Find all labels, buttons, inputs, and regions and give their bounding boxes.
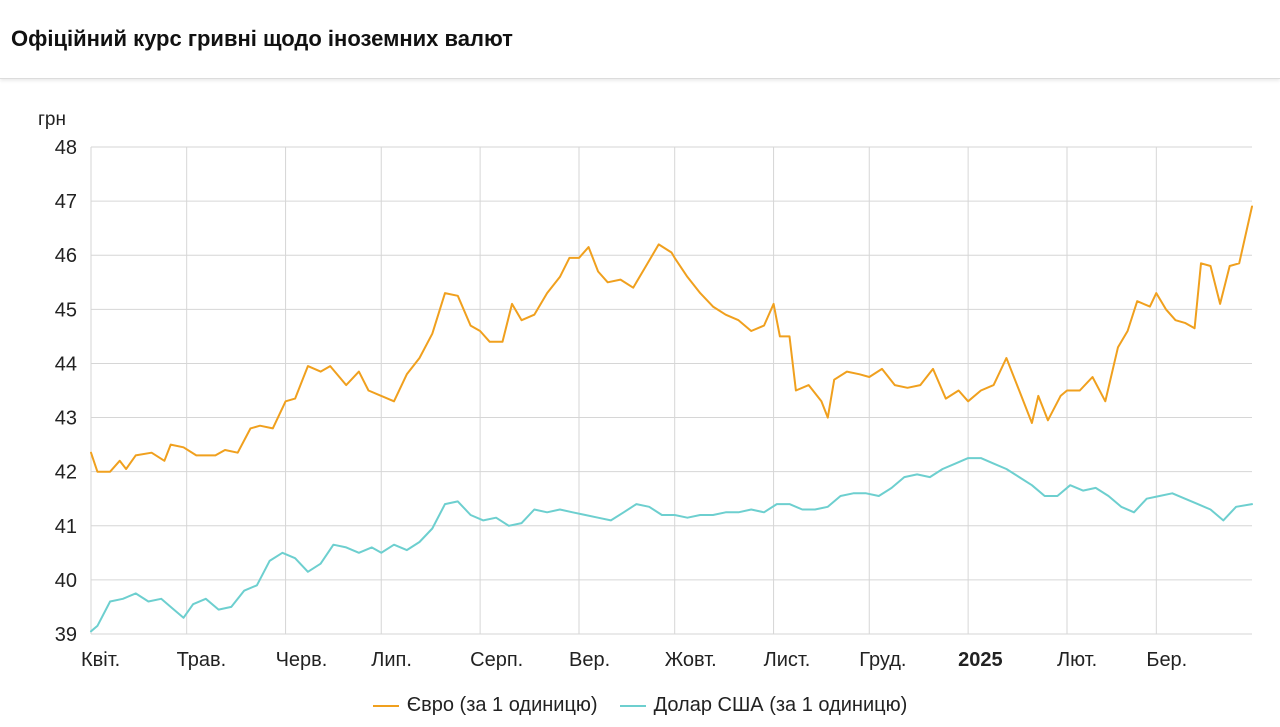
y-tick-label: 44: [55, 353, 77, 375]
series-line-euro: [90, 205, 1253, 473]
header-bar: Офіційний курс гривні щодо іноземних вал…: [0, 0, 1280, 79]
page-title: Офіційний курс гривні щодо іноземних вал…: [11, 26, 513, 51]
series-lines: [90, 205, 1253, 633]
y-tick-label: 43: [55, 408, 77, 430]
y-tick-label: 47: [55, 191, 77, 213]
y-tick-label: 40: [55, 570, 77, 592]
x-tick-label: 2025: [958, 649, 1003, 671]
legend-item-usd[interactable]: Долар США (за 1 одиницю): [619, 694, 908, 717]
y-tick-label: 39: [55, 624, 77, 646]
x-tick-label: Квіт.: [81, 649, 120, 671]
x-tick-label: Лют.: [1057, 649, 1097, 671]
x-tick-label: Лип.: [371, 649, 412, 671]
x-tick-label: Лист.: [764, 649, 811, 671]
legend: Євро (за 1 одиницю) Долар США (за 1 один…: [0, 694, 1280, 717]
y-tick-labels: 48 47 46 45 44 43 42 41 40 39: [55, 137, 77, 646]
legend-swatch-euro: [372, 704, 399, 707]
x-tick-label: Серп.: [470, 649, 523, 671]
y-tick-label: 46: [55, 245, 77, 267]
x-tick-label: Трав.: [177, 649, 227, 671]
x-tick-label: Бер.: [1146, 649, 1187, 671]
series-line-usd: [90, 457, 1253, 633]
x-tick-label: Жовт.: [665, 649, 717, 671]
x-tick-label: Груд.: [859, 649, 906, 671]
exchange-rate-chart: грн 48 47 46 45 44 43 42 41 40 39 Квіт. Трав. Черв.…: [38, 109, 1253, 671]
y-tick-label: 42: [55, 462, 77, 484]
legend-item-euro[interactable]: Євро (за 1 одиницю): [372, 694, 598, 717]
legend-label-euro: Євро (за 1 одиницю): [406, 694, 598, 716]
y-tick-label: 48: [55, 137, 77, 159]
x-tick-labels: Квіт. Трав. Черв. Лип. Серп. Вер. Жовт. Лист. Гр…: [81, 649, 1187, 671]
legend-swatch-usd: [619, 704, 646, 707]
y-tick-label: 41: [55, 516, 77, 538]
x-tick-label: Вер.: [569, 649, 610, 671]
y-tick-label: 45: [55, 299, 77, 321]
legend-label-usd: Долар США (за 1 одиницю): [653, 694, 908, 716]
x-tick-label: Черв.: [276, 649, 328, 671]
y-axis-label: грн: [38, 109, 66, 130]
